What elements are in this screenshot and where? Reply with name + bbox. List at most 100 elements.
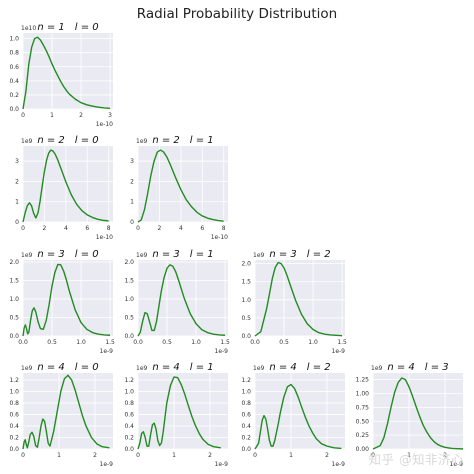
y-tick-label: 0.2 — [124, 434, 134, 441]
x-tick-label: 0.0 — [18, 339, 28, 346]
title-l: l = 0 — [75, 362, 99, 373]
y-tick-label: 1.2 — [124, 377, 134, 384]
x-tick-label: 0.5 — [162, 339, 172, 346]
x-tick-label: 1 — [172, 452, 176, 459]
y-tick-label: 1.0 — [124, 296, 134, 303]
x-axis-multiplier: 1e-9 — [100, 348, 114, 355]
y-tick-label: 1.0 — [9, 296, 19, 303]
x-axis-multiplier: 1e-10 — [211, 234, 228, 241]
x-axis-multiplier: 1e-9 — [215, 461, 229, 468]
series-line — [137, 376, 221, 450]
title-n: n = 3 — [37, 249, 64, 260]
x-tick-label: 1.0 — [191, 339, 201, 346]
y-tick-label: 1.2 — [9, 377, 19, 384]
y-tick-label: 0.0 — [241, 333, 251, 340]
title-n: n = 4 — [37, 362, 64, 373]
y-tick-label: 3 — [15, 158, 19, 165]
x-tick-label: 0 — [136, 225, 140, 232]
subplot-title: n = 4 l = 3 — [387, 362, 448, 373]
x-tick-label: 1 — [289, 452, 293, 459]
subplot-title: n = 3 l = 2 — [269, 249, 330, 260]
y-tick-label: 2.0 — [124, 259, 134, 266]
x-tick-label: 4 — [179, 225, 183, 232]
y-axis-multiplier: 1e9 — [136, 365, 148, 372]
y-tick-label: 1.5 — [9, 277, 19, 284]
y-tick-label: 1.0 — [9, 388, 19, 395]
y-tick-label: 0.2 — [241, 434, 251, 441]
y-tick-label: 0.2 — [9, 434, 19, 441]
x-tick-label: 2 — [158, 225, 162, 232]
y-tick-label: 0.00 — [356, 446, 370, 453]
y-tick-label: 0.0 — [9, 106, 19, 113]
x-axis-multiplier: 1e-10 — [96, 121, 113, 128]
y-tick-label: 0.5 — [124, 314, 134, 321]
plot-area — [138, 260, 228, 336]
y-axis-multiplier: 1e9 — [136, 252, 148, 259]
plot-area — [23, 33, 113, 109]
subplot-title: n = 3 l = 0 — [37, 249, 98, 260]
title-l: l = 0 — [75, 249, 99, 260]
y-tick-label: 0.50 — [356, 418, 370, 425]
y-tick-label: 1.25 — [356, 377, 370, 384]
plot-area — [138, 146, 228, 222]
y-axis-multiplier: 1e9 — [371, 365, 383, 372]
plot-area — [138, 373, 228, 449]
title-n: n = 4 — [152, 362, 179, 373]
y-tick-label: 2 — [15, 178, 19, 185]
series-line — [137, 264, 226, 337]
y-tick-label: 0.25 — [356, 432, 370, 439]
y-tick-label: 0.4 — [241, 423, 251, 430]
x-tick-label: 1 — [57, 452, 61, 459]
x-tick-label: 1.0 — [308, 339, 318, 346]
y-tick-label: 0.8 — [124, 400, 134, 407]
series-line — [22, 36, 111, 110]
y-tick-label: 0.4 — [9, 423, 19, 430]
y-tick-label: 1.5 — [241, 279, 251, 286]
title-n: n = 3 — [269, 249, 296, 260]
y-tick-label: 0.0 — [9, 333, 19, 340]
plot-area — [23, 146, 113, 222]
title-l: l = 0 — [75, 22, 99, 33]
y-axis-multiplier: 1e9 — [136, 138, 148, 145]
subplot-title: n = 4 l = 0 — [37, 362, 98, 373]
x-tick-label: 1.5 — [337, 339, 347, 346]
y-tick-label: 0 — [15, 219, 19, 226]
y-tick-label: 2.0 — [9, 259, 19, 266]
title-n: n = 1 — [37, 22, 64, 33]
title-n: n = 4 — [269, 362, 296, 373]
title-n: n = 2 — [152, 135, 179, 146]
y-axis-multiplier: 1e9 — [253, 252, 265, 259]
x-axis-multiplier: 1e-9 — [450, 461, 464, 468]
y-tick-label: 2.0 — [241, 261, 251, 268]
x-tick-label: 6 — [200, 225, 204, 232]
y-axis-multiplier: 1e9 — [21, 138, 33, 145]
title-l: l = 1 — [190, 249, 214, 260]
series-line — [22, 263, 111, 337]
x-tick-label: 1 — [407, 452, 411, 459]
figure-title: Radial Probability Distribution — [136, 6, 338, 22]
x-tick-label: 2 — [443, 452, 447, 459]
y-tick-label: 0 — [130, 219, 134, 226]
subplot-title: n = 3 l = 1 — [152, 249, 213, 260]
y-tick-label: 1.00 — [356, 391, 370, 398]
x-tick-label: 0.5 — [47, 339, 57, 346]
series-line — [137, 149, 224, 223]
x-tick-label: 6 — [85, 225, 89, 232]
x-tick-label: 8 — [107, 225, 111, 232]
y-tick-label: 0.0 — [241, 446, 251, 453]
title-n: n = 2 — [37, 135, 64, 146]
y-tick-label: 1.2 — [241, 377, 251, 384]
subplot-title: n = 1 l = 0 — [37, 22, 98, 33]
y-axis-multiplier: 1e9 — [21, 252, 33, 259]
title-n: n = 3 — [152, 249, 179, 260]
x-axis-multiplier: 1e-9 — [332, 461, 346, 468]
y-axis-multiplier: 1e9 — [253, 365, 265, 372]
y-tick-label: 0.8 — [9, 50, 19, 57]
y-tick-label: 0.6 — [124, 411, 134, 418]
y-tick-label: 3 — [130, 158, 134, 165]
y-tick-label: 0.5 — [9, 314, 19, 321]
